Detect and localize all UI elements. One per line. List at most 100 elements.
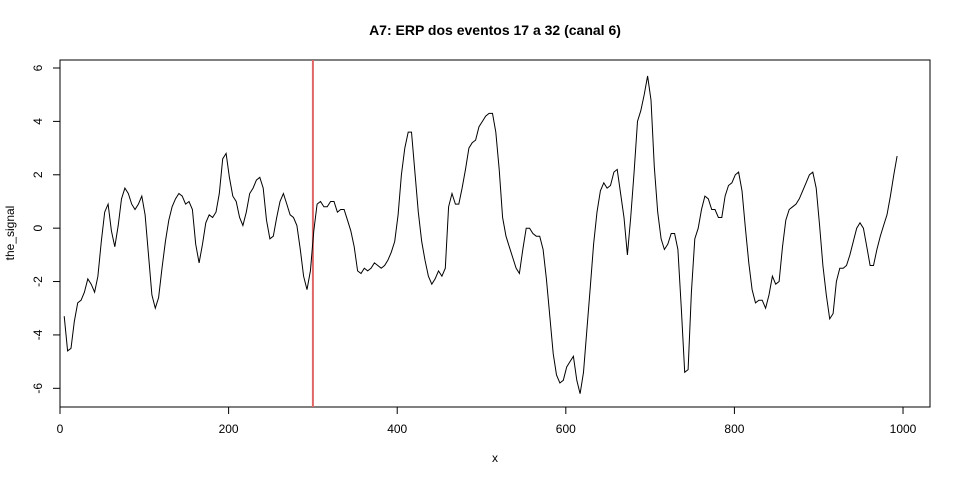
- data-point: [812, 172, 813, 173]
- data-point: [772, 276, 773, 277]
- data-point: [313, 230, 314, 231]
- data-point: [505, 236, 506, 237]
- data-point: [634, 172, 635, 173]
- data-point: [141, 196, 142, 197]
- data-point: [539, 236, 540, 237]
- data-point: [131, 204, 132, 205]
- data-point: [185, 204, 186, 205]
- data-point: [799, 198, 800, 199]
- data-point: [101, 241, 102, 242]
- data-point: [350, 230, 351, 231]
- data-point: [114, 246, 115, 247]
- data-point: [593, 244, 594, 245]
- data-point: [448, 206, 449, 207]
- data-point: [108, 204, 109, 205]
- data-point: [165, 241, 166, 242]
- data-point: [768, 294, 769, 295]
- data-point: [758, 300, 759, 301]
- data-point: [104, 212, 105, 213]
- data-point: [411, 132, 412, 133]
- data-point: [286, 204, 287, 205]
- data-point: [755, 302, 756, 303]
- data-point: [644, 94, 645, 95]
- data-point: [495, 132, 496, 133]
- data-point: [226, 153, 227, 154]
- data-point: [603, 182, 604, 183]
- data-point: [590, 286, 591, 287]
- data-point: [563, 380, 564, 381]
- data-point: [391, 252, 392, 253]
- data-point: [795, 204, 796, 205]
- data-point: [502, 217, 503, 218]
- data-point: [451, 193, 452, 194]
- data-point: [475, 140, 476, 141]
- data-point: [333, 201, 334, 202]
- data-point: [738, 172, 739, 173]
- data-point: [215, 212, 216, 213]
- y-axis: -6 -4 -2 0 2 4 6: [31, 64, 61, 394]
- data-point: [691, 292, 692, 293]
- data-point: [677, 249, 678, 250]
- data-point: [694, 238, 695, 239]
- data-point: [664, 249, 665, 250]
- x-tick-label: 0: [57, 422, 64, 436]
- data-point: [377, 265, 378, 266]
- data-point: [596, 212, 597, 213]
- data-point: [212, 217, 213, 218]
- data-point: [607, 188, 608, 189]
- data-point: [569, 361, 570, 362]
- data-point: [408, 132, 409, 133]
- data-point: [134, 209, 135, 210]
- data-point: [859, 222, 860, 223]
- data-point: [354, 246, 355, 247]
- data-point: [121, 198, 122, 199]
- data-point: [543, 249, 544, 250]
- data-point: [158, 297, 159, 298]
- data-point: [468, 148, 469, 149]
- data-point: [70, 348, 71, 349]
- data-point: [462, 188, 463, 189]
- data-point: [330, 201, 331, 202]
- data-point: [94, 292, 95, 293]
- data-point: [671, 233, 672, 234]
- data-point: [205, 222, 206, 223]
- data-point: [259, 177, 260, 178]
- data-point: [637, 121, 638, 122]
- data-point: [843, 268, 844, 269]
- data-point: [445, 268, 446, 269]
- data-point: [704, 196, 705, 197]
- data-point: [310, 270, 311, 271]
- data-point: [482, 121, 483, 122]
- data-point: [455, 204, 456, 205]
- data-point: [613, 172, 614, 173]
- data-point: [856, 228, 857, 229]
- data-point: [849, 254, 850, 255]
- data-point: [890, 196, 891, 197]
- data-point: [556, 374, 557, 375]
- data-point: [785, 220, 786, 221]
- data-point: [398, 214, 399, 215]
- data-point: [283, 193, 284, 194]
- y-tick-label: 4: [31, 118, 45, 125]
- data-point: [489, 113, 490, 114]
- chart-title: A7: ERP dos eventos 17 a 32 (canal 6): [369, 22, 621, 38]
- data-point: [145, 214, 146, 215]
- data-point: [839, 268, 840, 269]
- data-point: [829, 318, 830, 319]
- data-point: [266, 220, 267, 221]
- data-point: [441, 276, 442, 277]
- data-point: [806, 182, 807, 183]
- data-point: [320, 201, 321, 202]
- data-point: [81, 300, 82, 301]
- data-point: [681, 308, 682, 309]
- data-point: [762, 300, 763, 301]
- data-point: [478, 126, 479, 127]
- data-point: [623, 217, 624, 218]
- data-point: [458, 204, 459, 205]
- data-point: [519, 273, 520, 274]
- data-point: [886, 214, 887, 215]
- data-point: [725, 196, 726, 197]
- data-point: [172, 206, 173, 207]
- data-point: [741, 190, 742, 191]
- data-point: [721, 217, 722, 218]
